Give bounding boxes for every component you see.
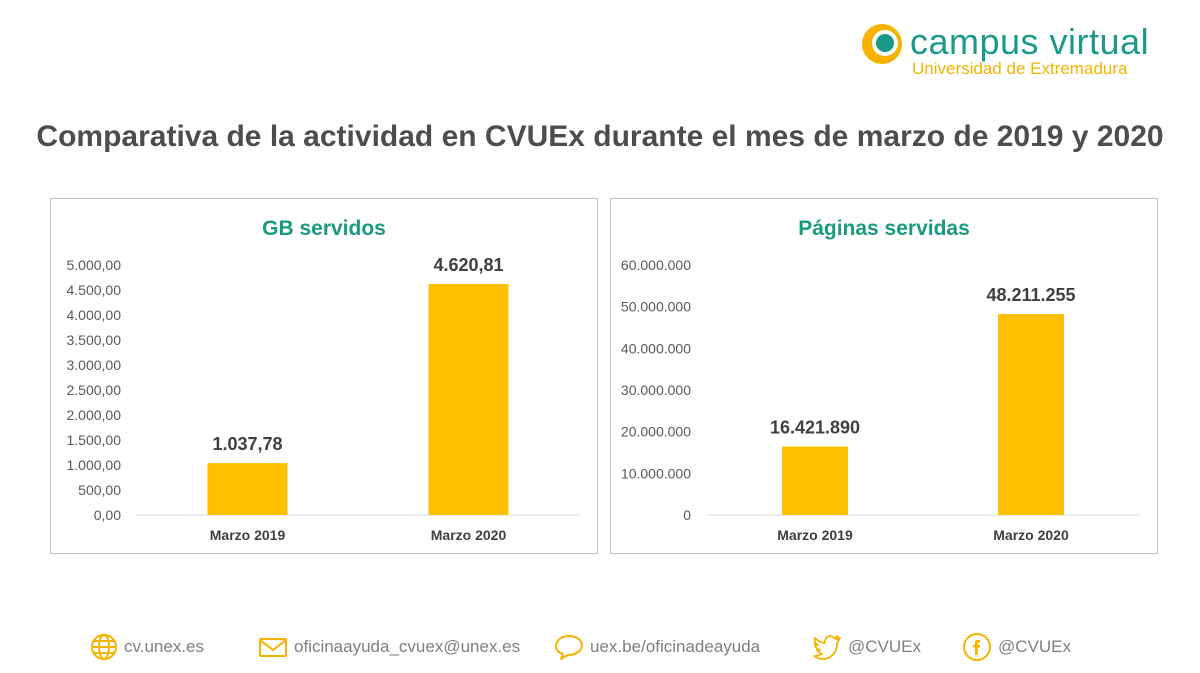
footer-email-link[interactable]: oficinaayuda_cvuex@unex.es	[258, 632, 520, 662]
footer-facebook-link[interactable]: @CVUEx	[962, 632, 1071, 662]
category-label: Marzo 2019	[777, 527, 853, 543]
category-label: Marzo 2020	[993, 527, 1069, 543]
footer-twitter-text: @CVUEx	[848, 637, 921, 656]
footer-email-text: oficinaayuda_cvuex@unex.es	[294, 637, 521, 656]
y-tick-label: 3.500,00	[67, 332, 122, 348]
page-title: Comparativa de la actividad en CVUEx dur…	[36, 120, 1164, 153]
paginas-servidas-chart: Páginas servidas 0 10.000.000 20.000.000 30.…	[621, 217, 1139, 543]
chart-panel-gb: GB servidos 0,00 500,00 1.000,00 1.500,00 2.0…	[50, 198, 598, 554]
y-tick-label: 500,00	[78, 482, 121, 498]
twitter-icon	[813, 635, 841, 660]
y-tick-label: 0	[683, 507, 691, 523]
y-tick-label: 5.000,00	[67, 257, 122, 273]
y-tick-label: 10.000.000	[621, 465, 691, 481]
bar	[998, 314, 1064, 515]
y-tick-label: 40.000.000	[621, 340, 691, 356]
chart-title: Páginas servidas	[798, 217, 970, 240]
y-tick-label: 4.000,00	[67, 307, 122, 323]
footer-facebook-text: @CVUEx	[998, 637, 1071, 656]
category-label: Marzo 2020	[431, 527, 507, 543]
footer-twitter-link[interactable]: @CVUEx	[812, 632, 921, 662]
speech-bubble-icon	[555, 635, 583, 660]
y-tick-label: 1.500,00	[67, 432, 122, 448]
y-tick-label: 2.000,00	[67, 407, 122, 423]
data-label: 16.421.890	[770, 418, 860, 438]
footer-web-link[interactable]: cv.unex.es	[90, 632, 204, 662]
footer-help-link[interactable]: uex.be/oficinadeayuda	[554, 632, 760, 662]
chart-title: GB servidos	[262, 217, 386, 240]
bar	[428, 283, 509, 515]
y-tick-label: 0,00	[94, 507, 121, 523]
globe-icon	[91, 634, 117, 660]
contact-footer: cv.unex.es oficinaayuda_cvuex@unex.es ue…	[0, 624, 1200, 668]
brand-title: campus virtual	[910, 21, 1150, 62]
envelope-icon	[259, 638, 287, 657]
y-tick-label: 1.000,00	[67, 457, 122, 473]
facebook-icon	[963, 633, 991, 661]
brand-subtitle: Universidad de Extremadura	[912, 59, 1128, 78]
data-label: 1.037,78	[212, 434, 282, 454]
footer-help-text: uex.be/oficinadeayuda	[590, 637, 761, 656]
y-tick-label: 30.000.000	[621, 382, 691, 398]
footer-web-text: cv.unex.es	[124, 637, 205, 656]
category-label: Marzo 2019	[210, 527, 286, 543]
y-tick-label: 2.500,00	[67, 382, 122, 398]
data-label: 4.620,81	[433, 255, 503, 275]
gb-servidos-chart: GB servidos 0,00 500,00 1.000,00 1.500,00 2.0…	[67, 217, 579, 543]
campus-virtual-logo-icon	[862, 24, 902, 64]
campus-virtual-logo: campus virtual Universidad de Extremadur…	[860, 16, 1180, 78]
y-tick-label: 20.000.000	[621, 424, 691, 440]
data-label: 48.211.255	[986, 285, 1075, 305]
bar	[782, 446, 848, 515]
y-tick-label: 4.500,00	[67, 282, 122, 298]
y-tick-label: 60.000.000	[621, 257, 691, 273]
chart-panel-paginas: Páginas servidas 0 10.000.000 20.000.000 30.…	[610, 198, 1158, 554]
y-tick-label: 3.000,00	[67, 357, 122, 373]
bar	[207, 463, 288, 515]
y-tick-label: 50.000.000	[621, 299, 691, 315]
